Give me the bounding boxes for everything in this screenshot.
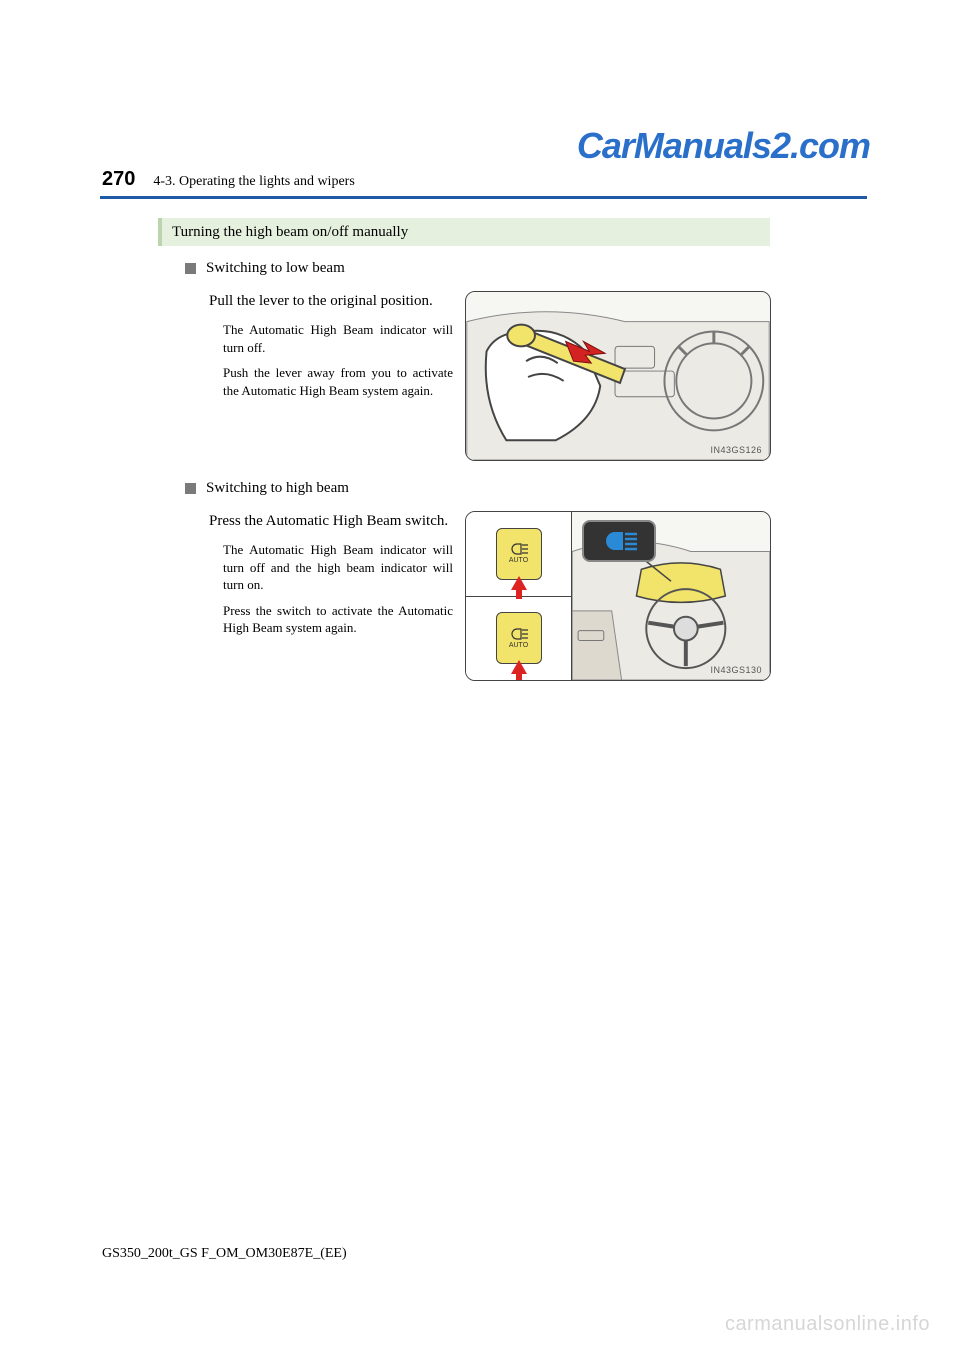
button-label: AUTO [509,557,528,564]
image-code: IN43GS130 [710,665,762,675]
auto-high-beam-button: AUTO [496,528,542,580]
image-code: IN43GS126 [710,445,762,455]
arrow-up-icon [511,660,527,674]
page-number: 270 [102,168,135,191]
note-text: Press the switch to activate the Automat… [209,602,453,637]
button-panel: AUTO AUTO [466,512,572,680]
dashboard-svg [466,292,770,460]
text-column: Pull the lever to the original position.… [209,291,453,407]
auto-high-beam-button: AUTO [496,612,542,664]
lead-text: Press the Automatic High Beam switch. [209,511,453,531]
watermark-top: CarManuals2.com [577,125,870,167]
block-title: Switching to high beam [206,480,349,497]
bullet-row: Switching to high beam [185,480,867,497]
content-row: Pull the lever to the original position.… [185,291,867,461]
bullet-square-icon [185,263,196,274]
footer-code: GS350_200t_GS F_OM_OM30E87E_(EE) [102,1246,347,1262]
headlight-auto-icon [509,543,529,555]
section-title: 4-3. Operating the lights and wipers [153,174,354,190]
auto-button-cell: AUTO [466,597,571,681]
note-text: The Automatic High Beam indicator will t… [209,541,453,594]
block-low-beam: Switching to low beam Pull the lever to … [185,260,867,461]
dashboard-panel [572,512,770,680]
block-title: Switching to low beam [206,260,345,277]
note-text: The Automatic High Beam indicator will t… [209,321,453,356]
block-high-beam: Switching to high beam Press the Automat… [185,480,867,681]
headlight-auto-icon [509,628,529,640]
lead-text: Pull the lever to the original position. [209,291,453,311]
high-beam-indicator-callout [582,520,656,562]
heading-bar: Turning the high beam on/off manually [158,218,770,246]
content-row: Press the Automatic High Beam switch. Th… [185,511,867,681]
button-label: AUTO [509,642,528,649]
note-text: Push the lever away from you to activate… [209,364,453,399]
bullet-row: Switching to low beam [185,260,867,277]
watermark-bottom: carmanualsonline.info [725,1313,930,1336]
illustration-lever: IN43GS126 [465,291,771,461]
auto-button-cell: AUTO [466,512,571,597]
high-beam-icon [599,529,639,553]
arrow-up-icon [511,576,527,590]
illustration-switch: AUTO AUTO [465,511,771,681]
bullet-square-icon [185,483,196,494]
page: CarManuals2.com 270 4-3. Operating the l… [0,0,960,1358]
header-rule [100,196,867,199]
text-column: Press the Automatic High Beam switch. Th… [209,511,453,645]
header-row: 270 4-3. Operating the lights and wipers [102,168,867,196]
heading-bar-text: Turning the high beam on/off manually [172,224,408,241]
